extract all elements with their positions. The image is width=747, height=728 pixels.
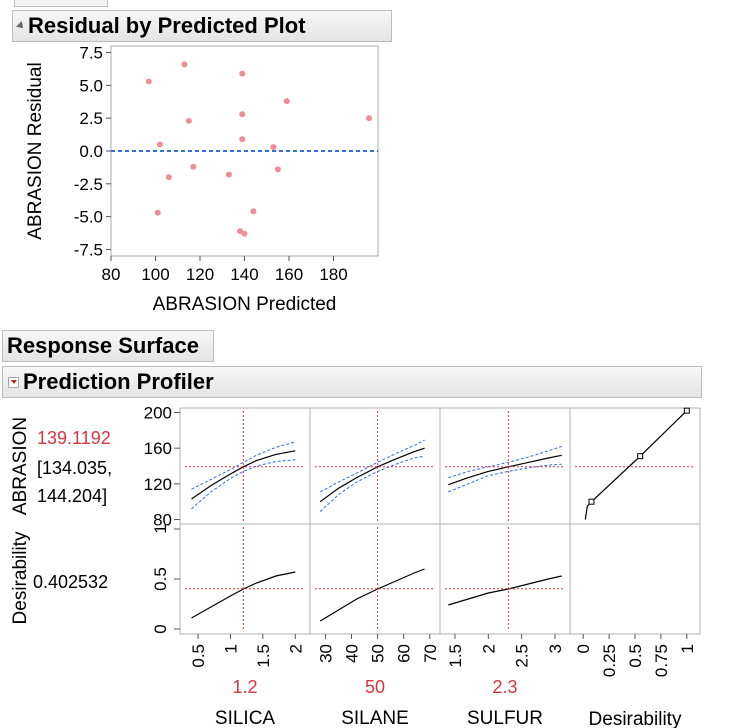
abrasion-profile-curve [448,454,562,486]
desirability-current-value: 0.402532 [33,572,108,592]
desirability-x-tick-label: 0 [574,644,593,653]
abrasion-y-tick-label: 120 [144,475,172,494]
residual-point [145,78,152,85]
residual-point [181,61,188,68]
abrasion-y-tick-label: 80 [153,511,172,530]
prediction-profiler: ABRASION Desirability 139.1192 [134.035, 144… [10,403,701,728]
response-surface-title: Response Surface [7,333,199,358]
factor-current-value: 50 [365,677,385,697]
y-tick-label: 7.5 [79,44,103,63]
desirability-response-label: Desirability [10,531,31,624]
residual-point [239,111,246,118]
desirability-x-tick-label: 0.25 [600,644,619,677]
y-tick-label: -7.5 [74,240,103,259]
desirability-profile-curve [448,575,562,606]
x-tick-label: 160 [275,265,303,284]
abrasion-ci-upper-curve [448,445,562,479]
abrasion-ci-lower-curve [448,463,562,493]
residual-point [366,115,373,122]
abrasion-ci-upper-curve [319,439,425,493]
desirability-y-tick-label: 0 [151,624,170,633]
abrasion-ci-high: 144.204] [37,486,107,506]
residual-point [225,171,232,178]
x-tick-label: 80 [102,265,121,284]
desirability-profile-curve [319,568,425,622]
x-axis-label: ABRASION Predicted [153,294,337,315]
factor-x-tick-label: 0.5 [189,644,208,668]
residual-point [154,209,161,216]
collapsed-tab[interactable] [14,0,108,7]
factor-current-value: 1.2 [232,677,257,697]
factor-name-label: SULFUR [467,708,543,728]
response-surface-header[interactable]: Response Surface [2,330,214,362]
desirability-x-tick-label: 0.5 [626,644,645,668]
desirability-x-tick-label: 1 [678,644,697,653]
abrasion-ci-low: [134.035, [37,458,112,478]
residual-point [237,228,244,235]
abrasion-y-tick-label: 200 [144,403,172,422]
residual-point [185,117,192,124]
x-tick-label: 140 [230,265,258,284]
factor-x-tick-label: 30 [316,644,335,663]
abrasion-response-label: ABRASION [10,417,31,515]
factor-name-label: SILANE [341,708,409,728]
factor-name-label: SILICA [215,708,276,728]
desirability-x-tick-label: 0.75 [652,644,671,677]
factor-x-tick-label: 3 [546,644,565,653]
factor-x-tick-label: 1.5 [446,644,465,668]
x-tick-label: 180 [319,265,347,284]
y-tick-label: 2.5 [79,109,103,128]
residual-point [239,70,246,77]
factor-x-tick-label: 1 [221,644,240,653]
factor-x-tick-label: 70 [421,644,440,663]
abrasion-y-tick-label: 160 [144,439,172,458]
abrasion-ci-upper-curve [191,441,296,490]
factor-x-tick-label: 50 [369,644,388,663]
factor-current-value: 2.3 [492,677,517,697]
factor-x-tick-label: 2 [479,644,498,653]
factor-x-tick-label: 1.5 [254,644,273,668]
y-tick-label: -5.0 [74,208,103,227]
abrasion-current-value: 139.1192 [37,428,111,448]
y-tick-label: -2.5 [74,175,103,194]
abrasion-profile-curve [319,447,425,503]
prediction-profiler-title: Prediction Profiler [23,369,214,394]
desirability-axis-label: Desirability [589,709,682,728]
y-tick-label: 5.0 [79,76,103,95]
factor-x-tick-label: 2.5 [513,644,532,668]
residual-point [283,98,290,105]
residual-plot-header[interactable]: Residual by Predicted Plot [12,10,392,42]
residual-point [239,136,246,143]
x-tick-label: 100 [141,265,169,284]
residual-plot: 7.5 5.0 2.5 0.0 -2.5 -5.0 -7.5 80 100 120 140 160 18… [25,44,379,315]
desirability-handle [588,498,595,505]
residual-point [250,208,257,215]
residual-point [274,166,281,173]
desirability-y-tick-label: 1 [151,524,170,533]
factor-x-tick-label: 40 [343,644,362,663]
desirability-function-curve [584,410,688,520]
residual-point [156,141,163,148]
y-axis-label: ABRASION Residual [25,62,46,239]
y-tick-label: 0.0 [79,142,103,161]
factor-x-tick-label: 60 [395,644,414,663]
residual-point [190,163,197,170]
x-tick-label: 120 [186,265,214,284]
abrasion-ci-lower-curve [191,459,296,510]
prediction-profiler-header[interactable]: Prediction Profiler [2,366,702,398]
residual-point [270,144,277,151]
desirability-y-tick-label: 0.5 [151,567,170,591]
residual-plot-title: Residual by Predicted Plot [28,13,306,38]
desirability-handle [683,407,690,414]
residual-point [165,174,172,181]
abrasion-profile-curve [191,450,296,500]
factor-x-tick-label: 2 [286,644,305,653]
residual-point [241,230,248,237]
red-triangle-menu-icon[interactable] [8,376,19,388]
desirability-handle [637,453,644,460]
